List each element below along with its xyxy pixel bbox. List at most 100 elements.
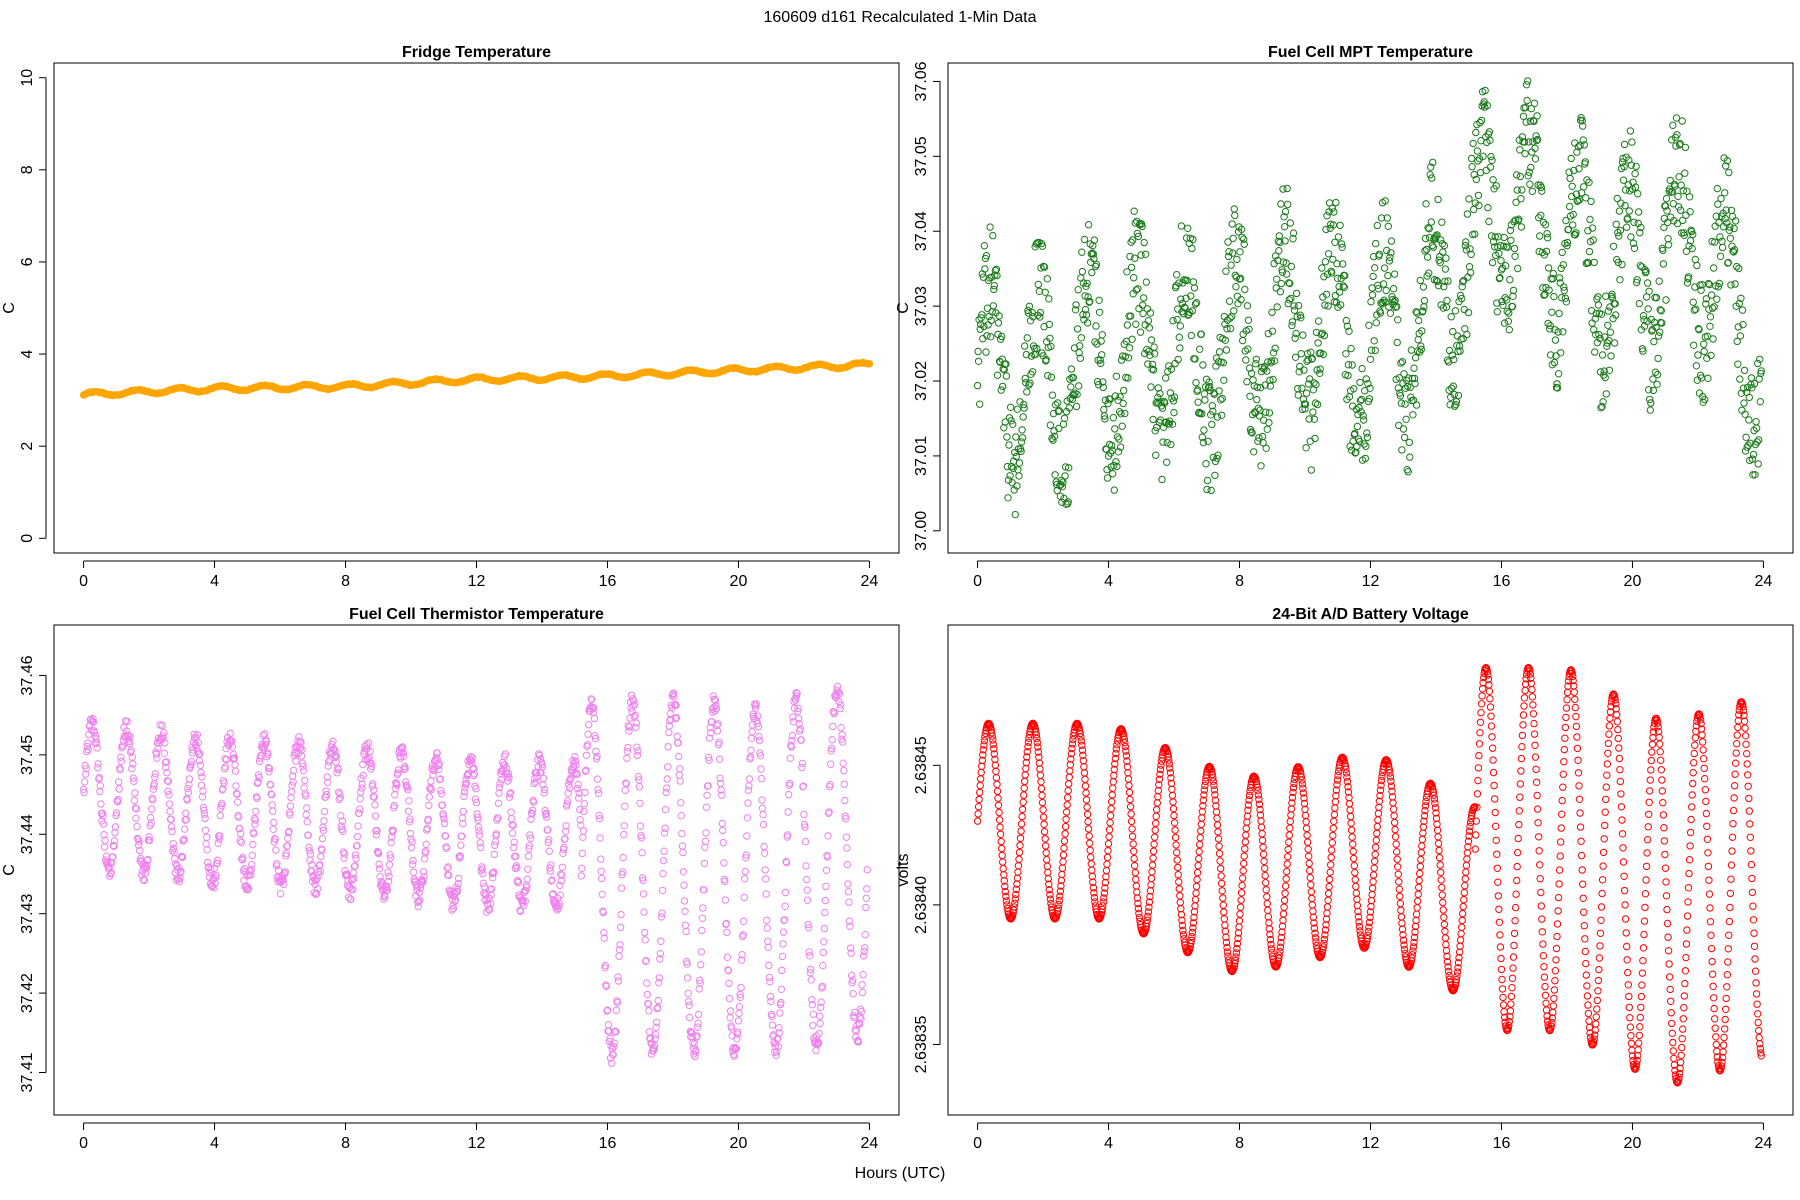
data-point [1619,176,1628,184]
data-point [1663,207,1671,215]
data-point [990,285,998,294]
data-point [1295,301,1303,310]
data-point [718,819,726,828]
data-point [1509,953,1518,961]
data-point [1363,433,1372,442]
data-point [1639,347,1647,355]
data-point [1754,359,1762,368]
data-point [992,774,1001,782]
data-point [1495,249,1503,258]
data-point [1395,878,1403,886]
data-point [1198,814,1206,822]
data-point [747,746,755,754]
data-point [1657,766,1666,774]
data-point [1305,380,1313,388]
data-point [196,761,205,769]
data-point [1254,404,1263,412]
data-point [1283,867,1291,876]
data-point [1109,470,1117,478]
data-point [1636,229,1644,237]
data-point [1350,385,1358,393]
data-point [698,914,706,922]
data-point [1466,268,1475,277]
y-tick-label: 10 [19,69,36,87]
data-point [1307,888,1316,896]
data-point [1623,942,1631,951]
data-point [1410,364,1418,372]
data-point [1721,214,1729,223]
data-point [1316,365,1324,373]
data-point [1559,770,1568,778]
data-point [1264,906,1272,914]
data-point [1756,398,1765,406]
data-point [1086,846,1094,854]
data-point [1666,176,1674,185]
data-point [1299,395,1308,403]
data-point [1679,1025,1687,1033]
data-point [1635,299,1644,308]
data-point [272,846,280,854]
data-point [1085,832,1093,840]
data-point [1415,876,1423,885]
data-point [1645,798,1653,806]
data-point [1060,414,1069,422]
data-point [1146,309,1155,317]
data-point [1490,781,1498,790]
data-point [1528,187,1537,196]
data-point [1308,354,1317,363]
data-point [1092,322,1100,330]
data-point [1510,929,1519,938]
data-point [1151,427,1159,435]
data-point [1103,860,1111,868]
data-point [1142,278,1151,286]
data-point [1539,218,1548,227]
data-point [1726,234,1735,243]
data-point [1737,389,1746,397]
data-point [1651,368,1660,376]
data-point [1476,718,1485,726]
data-point [1577,114,1585,122]
data-point [1718,243,1727,252]
data-point [1142,250,1150,259]
data-point [1034,280,1043,289]
data-point [1584,1009,1593,1018]
data-point [89,714,97,723]
data-point [1103,853,1112,862]
data-point [1529,710,1538,718]
data-point [1436,258,1444,267]
data-point [1539,284,1547,292]
data-point [1680,1004,1688,1012]
data-point [1223,325,1231,333]
data-point [1688,244,1696,253]
data-point [1434,839,1443,848]
data-point [1193,869,1202,877]
data-point [1279,916,1287,924]
data-point [1598,889,1606,898]
data-point [1473,790,1482,798]
data-point [694,1010,703,1019]
data-point [1627,1039,1636,1048]
data-point [1156,389,1164,398]
data-point [1506,276,1514,284]
data-point [1642,862,1651,871]
data-point [427,777,435,785]
data-point [1485,128,1494,136]
data-point [759,810,767,819]
data-point [1629,239,1638,248]
data-point [1022,764,1030,773]
data-point [1124,769,1132,777]
y-tick-label: 2.63845 [913,736,930,794]
data-point [1138,222,1146,231]
data-point [1044,868,1052,877]
data-point [1383,246,1391,255]
data-point [1393,302,1401,311]
data-point [1134,232,1143,241]
data-point [109,841,118,850]
data-point [1582,959,1590,968]
data-point [1240,859,1248,868]
data-point [1554,370,1563,378]
data-point [1220,908,1228,916]
data-point [1283,860,1291,868]
data-point [1126,252,1134,261]
